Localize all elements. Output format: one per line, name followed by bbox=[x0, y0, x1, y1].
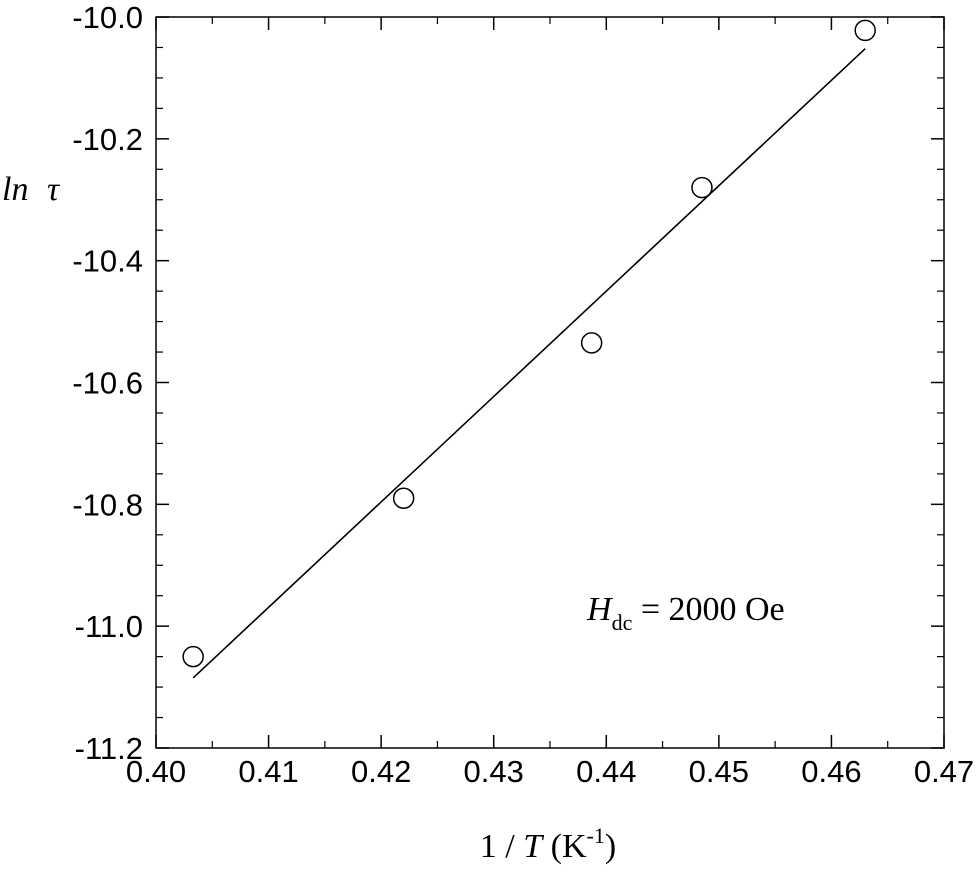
data-points bbox=[182, 19, 876, 668]
x-axis-title-unit-close: ) bbox=[605, 828, 616, 865]
x-axis-title-var: T bbox=[523, 828, 544, 865]
y-tick-label: -11.2 bbox=[75, 731, 143, 766]
data-point bbox=[392, 487, 415, 509]
x-tick-label: 0.42 bbox=[351, 754, 411, 789]
x-axis-title-unit-sup: -1 bbox=[587, 823, 605, 848]
fit-line bbox=[192, 48, 866, 679]
x-tick-label: 0.47 bbox=[914, 754, 974, 789]
annotation-rest: = 2000 Oe bbox=[632, 591, 784, 628]
data-point bbox=[182, 645, 204, 668]
x-tick-label: 0.46 bbox=[801, 754, 861, 789]
annotation-var: H bbox=[586, 591, 614, 628]
y-tick-label: -10.6 bbox=[72, 366, 143, 401]
annotation-sub: dc bbox=[612, 610, 633, 635]
x-tick-label: 0.44 bbox=[576, 754, 636, 789]
x-axis-title-unit-open: (K bbox=[542, 828, 587, 865]
y-tick-label: -10.0 bbox=[72, 0, 143, 35]
x-tick-label: 0.45 bbox=[689, 754, 749, 789]
data-point bbox=[580, 332, 603, 354]
y-tick-label: -10.4 bbox=[72, 244, 143, 279]
y-axis-title-symbol: τ bbox=[47, 171, 61, 208]
x-tick-label: 0.40 bbox=[126, 754, 186, 789]
data-point bbox=[691, 176, 713, 199]
y-axis-title-main: ln bbox=[2, 171, 28, 208]
x-axis-ticks: 0.40 0.41 0.42 0.43 0.44 0.45 0.46 0.47 bbox=[126, 17, 974, 789]
annotation: Hdc = 2000 Oe bbox=[586, 591, 785, 635]
y-tick-label: -10.2 bbox=[72, 122, 143, 157]
y-axis-ticks: -10.0 -10.2 -10.4 -10.6 -10.8 -11.0 -11.2 bbox=[72, 0, 944, 766]
x-axis-title: 1 / T (K-1) bbox=[480, 823, 616, 865]
y-axis-title: ln τ bbox=[2, 171, 61, 208]
x-tick-label: 0.43 bbox=[464, 754, 524, 789]
plot-frame bbox=[155, 16, 945, 749]
fit-line-group bbox=[192, 48, 866, 679]
y-tick-label: -11.0 bbox=[75, 609, 143, 644]
y-tick-label: -10.8 bbox=[72, 487, 143, 522]
x-axis-title-prefix: 1 / bbox=[480, 828, 523, 865]
x-tick-label: 0.41 bbox=[238, 754, 298, 789]
data-point bbox=[854, 19, 876, 42]
